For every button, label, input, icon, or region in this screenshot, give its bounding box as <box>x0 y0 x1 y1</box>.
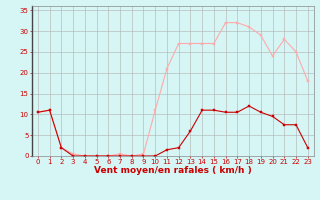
X-axis label: Vent moyen/en rafales ( km/h ): Vent moyen/en rafales ( km/h ) <box>94 166 252 175</box>
